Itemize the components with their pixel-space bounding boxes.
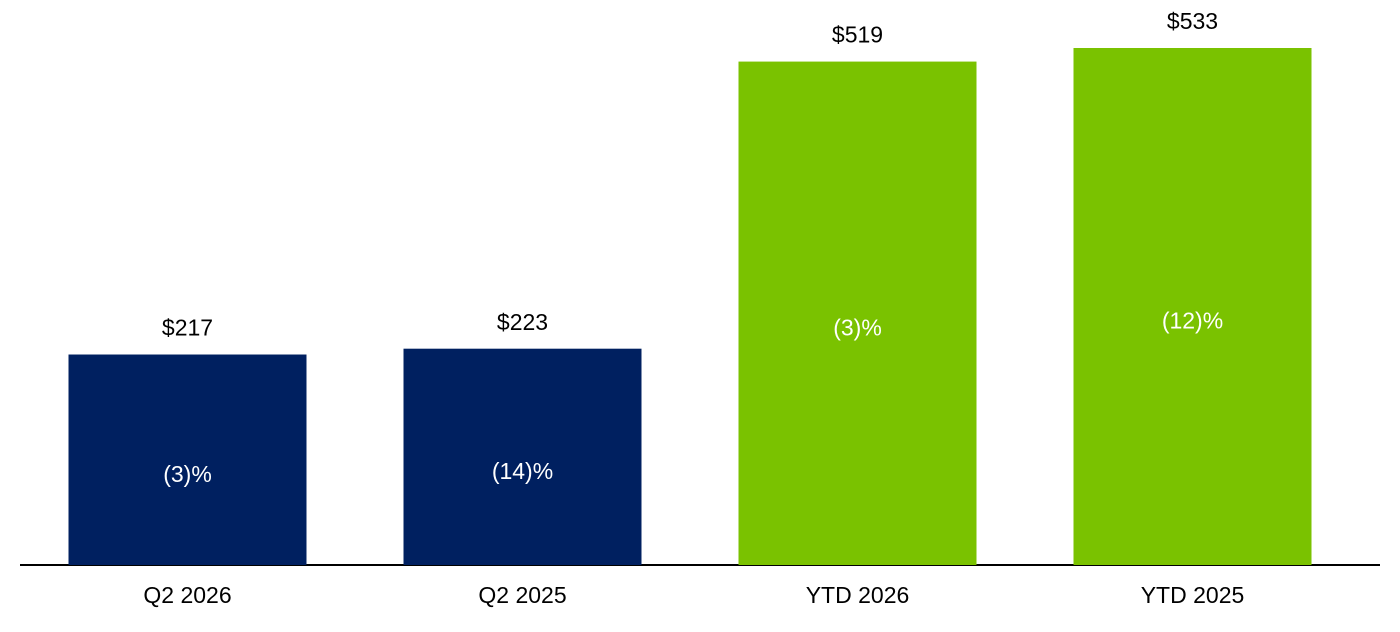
bar (738, 61, 977, 565)
x-tick-label: Q2 2025 (478, 582, 566, 608)
x-tick-label: YTD 2025 (1141, 582, 1245, 608)
value-label: $217 (162, 315, 213, 341)
x-tick-label: YTD 2026 (806, 582, 910, 608)
growth-label: (14)% (492, 458, 553, 484)
x-tick-label: Q2 2026 (143, 582, 231, 608)
bar (403, 348, 642, 565)
growth-label: (3)% (163, 461, 212, 487)
growth-label: (12)% (1162, 308, 1223, 334)
value-label: $519 (832, 22, 883, 48)
growth-label: (3)% (833, 314, 882, 340)
bar (1073, 48, 1312, 565)
bar (68, 354, 307, 565)
value-label: $223 (497, 309, 548, 335)
value-label: $533 (1167, 8, 1218, 34)
